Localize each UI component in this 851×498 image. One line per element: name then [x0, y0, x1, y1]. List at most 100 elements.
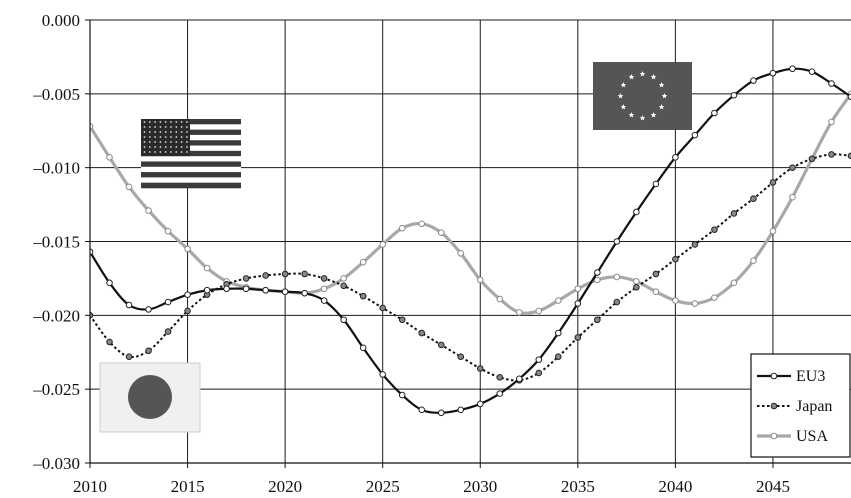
- usa-flag-star: [180, 141, 183, 143]
- data-point-japan: [691, 241, 699, 248]
- data-point-japan: [457, 353, 465, 360]
- data-point-eu3: [515, 375, 523, 383]
- data-point-japan: [711, 226, 718, 233]
- data-point-japan: [594, 316, 601, 324]
- data-point-japan: [320, 275, 328, 282]
- japan-flag-disc: [128, 375, 172, 419]
- series-line-usa: [90, 92, 851, 315]
- data-point-japan: [633, 283, 640, 291]
- data-point-usa: [515, 309, 523, 316]
- data-point-eu3: [418, 406, 426, 414]
- data-point-usa: [125, 183, 133, 191]
- data-point-eu3: [808, 68, 816, 75]
- data-point-eu3: [106, 279, 113, 287]
- data-point-usa: [555, 297, 562, 304]
- data-point-japan: [398, 316, 406, 324]
- legend: EU3 Japan USA: [750, 353, 851, 458]
- data-point-japan: [769, 179, 777, 186]
- usa-flag-star: [186, 146, 188, 148]
- data-point-eu3: [613, 238, 621, 245]
- usa-flag-star: [143, 151, 146, 153]
- data-point-eu3: [535, 356, 543, 363]
- eu-flag-star: [617, 93, 624, 99]
- eu-flag-star: [658, 104, 665, 110]
- usa-flag-stripe: [141, 124, 241, 130]
- y-tick-label: –0.010: [32, 159, 80, 178]
- eu-flag-star: [661, 93, 668, 99]
- eu-flag-star: [650, 73, 657, 80]
- data-point-eu3: [164, 298, 172, 306]
- usa-flag-star: [175, 141, 178, 143]
- x-tick-label: 2035: [561, 477, 595, 496]
- legend-marker-usa: [770, 432, 778, 440]
- data-point-usa: [476, 276, 484, 284]
- eu-flag-star: [628, 112, 635, 118]
- data-point-usa: [750, 257, 757, 264]
- data-point-eu3: [223, 285, 230, 293]
- data-point-usa: [574, 285, 582, 293]
- usa-flag-star: [154, 131, 157, 133]
- usa-flag-star: [170, 141, 172, 143]
- data-point-usa: [769, 227, 777, 235]
- data-point-japan: [789, 164, 796, 171]
- data-point-usa: [672, 297, 679, 304]
- data-point-japan: [281, 270, 289, 278]
- usa-flag-star: [186, 136, 188, 138]
- usa-flag-star: [143, 136, 146, 138]
- usa-flag-star: [164, 126, 167, 128]
- usa-flag-star: [143, 141, 146, 143]
- flag-images: [99, 62, 692, 433]
- usa-flag-star: [170, 151, 172, 153]
- data-point-eu3: [359, 344, 367, 352]
- data-point-usa: [164, 227, 172, 235]
- data-point-eu3: [262, 286, 269, 294]
- usa-flag-star: [148, 136, 151, 138]
- data-point-japan: [437, 341, 445, 349]
- data-point-usa: [320, 285, 328, 293]
- usa-flag-star: [186, 151, 188, 153]
- usa-flag-star: [164, 141, 167, 143]
- x-tick-label: 2015: [171, 477, 205, 496]
- data-point-usa: [711, 294, 718, 301]
- data-point-eu3: [281, 288, 289, 296]
- legend-marker-japan: [770, 402, 778, 410]
- data-point-japan: [828, 151, 835, 158]
- usa-flag-star: [148, 121, 151, 123]
- y-tick-label: –0.015: [32, 233, 80, 252]
- usa-flag-stripe: [141, 166, 241, 173]
- usa-flag-stripe: [141, 145, 241, 152]
- eu-flag-star: [658, 82, 665, 88]
- usa-flag-star: [170, 126, 172, 128]
- usa-flag-stripe: [141, 172, 241, 178]
- data-point-japan: [262, 272, 269, 279]
- japan-flag-background: [99, 362, 201, 433]
- usa-flag-stripe: [141, 134, 241, 141]
- legend-label-usa: USA: [796, 428, 828, 445]
- data-point-usa: [398, 224, 406, 232]
- usa-flag-star: [143, 146, 146, 148]
- data-point-usa: [359, 258, 367, 266]
- usa-flag-star: [159, 131, 162, 133]
- usa-flag-star: [164, 131, 167, 133]
- eu-flag-star: [620, 104, 627, 110]
- usa-flag-star: [164, 136, 167, 138]
- data-point-usa: [203, 264, 211, 272]
- usa-flag-star: [175, 126, 178, 128]
- data-point-usa: [633, 278, 640, 285]
- y-tick-label: –0.030: [32, 454, 80, 473]
- data-point-eu3: [379, 371, 386, 378]
- usa-flag-star: [186, 121, 188, 123]
- usa-flag-star: [148, 151, 151, 153]
- usa-flag-star: [148, 141, 151, 143]
- data-point-eu3: [574, 300, 582, 307]
- data-point-usa: [418, 220, 426, 228]
- x-tick-label: 2030: [463, 477, 497, 496]
- eu-flag-star: [650, 112, 657, 118]
- usa-flag-image: [141, 119, 241, 189]
- usa-flag-star: [159, 151, 162, 153]
- usa-flag-star: [154, 136, 157, 138]
- data-point-japan: [359, 292, 367, 300]
- usa-flag-star: [148, 146, 151, 148]
- usa-flag-star: [159, 121, 162, 123]
